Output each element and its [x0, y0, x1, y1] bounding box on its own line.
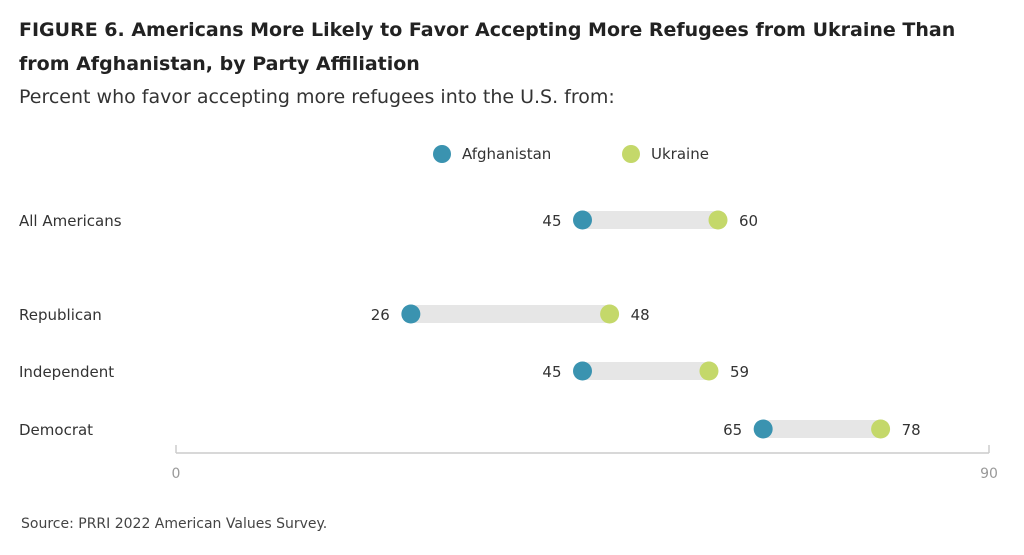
legend-marker-ukraine [622, 145, 640, 163]
dot-ukraine [699, 361, 719, 381]
legend-marker-afghanistan [433, 145, 451, 163]
x-tick-label: 90 [980, 466, 998, 482]
dot-afghanistan [573, 210, 592, 230]
range-bar [582, 362, 709, 380]
category-label: All Americans [19, 212, 122, 230]
legend-label-ukraine: Ukraine [651, 145, 709, 163]
source-note: Source: PRRI 2022 American Values Survey… [21, 516, 328, 532]
row-independent: Independent 45 59 [19, 361, 749, 381]
value-label-ukraine: 59 [730, 363, 749, 381]
dot-afghanistan [401, 304, 421, 324]
value-label-afghanistan: 65 [723, 421, 742, 439]
row-democrat: Democrat 65 78 [19, 419, 921, 439]
dot-afghanistan [573, 361, 592, 381]
value-label-afghanistan: 45 [542, 363, 561, 381]
value-label-ukraine: 48 [631, 306, 650, 324]
value-label-afghanistan: 26 [371, 306, 390, 324]
x-axis: 0 90 [172, 445, 998, 482]
chart-rows: All Americans 45 60 Republican 26 48 Independe… [19, 210, 921, 439]
legend: Afghanistan Ukraine [433, 145, 709, 163]
dumbbell-chart: Afghanistan Ukraine All Americans 45 60 Rep… [19, 145, 998, 482]
dot-afghanistan [753, 419, 773, 439]
chart-subtitle: Percent who favor accepting more refugee… [19, 86, 615, 108]
x-tick-label: 0 [172, 466, 181, 482]
range-bar [410, 305, 610, 323]
value-label-ukraine: 60 [739, 212, 758, 230]
row-all-americans: All Americans 45 60 [19, 210, 758, 230]
range-bar [582, 211, 718, 229]
value-label-afghanistan: 45 [542, 212, 561, 230]
category-label: Republican [19, 306, 102, 324]
legend-label-afghanistan: Afghanistan [462, 145, 551, 163]
category-label: Independent [19, 363, 114, 381]
value-label-ukraine: 78 [902, 421, 921, 439]
dot-ukraine [600, 304, 620, 324]
row-republican: Republican 26 48 [19, 304, 650, 324]
category-label: Democrat [19, 421, 93, 439]
dot-ukraine [708, 210, 728, 230]
range-bar [763, 420, 881, 438]
dot-ukraine [871, 419, 891, 439]
chart-title: FIGURE 6. Americans More Likely to Favor… [19, 19, 956, 75]
